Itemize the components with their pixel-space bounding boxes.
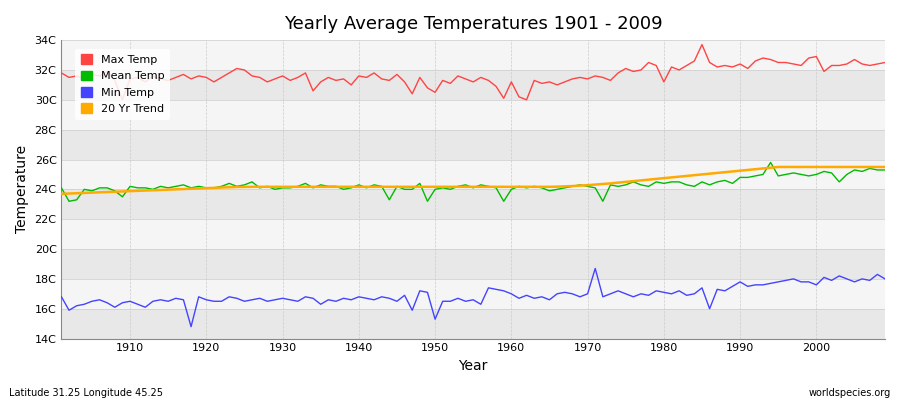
Y-axis label: Temperature: Temperature	[15, 145, 29, 234]
Title: Yearly Average Temperatures 1901 - 2009: Yearly Average Temperatures 1901 - 2009	[284, 15, 662, 33]
Bar	[61, 279, 885, 309]
Text: Latitude 31.25 Longitude 45.25: Latitude 31.25 Longitude 45.25	[9, 388, 163, 398]
Bar	[61, 130, 885, 160]
Bar	[61, 309, 885, 338]
Bar	[61, 160, 885, 189]
Bar	[61, 249, 885, 279]
Legend: Max Temp, Mean Temp, Min Temp, 20 Yr Trend: Max Temp, Mean Temp, Min Temp, 20 Yr Tre…	[76, 49, 170, 120]
Bar	[61, 40, 885, 70]
X-axis label: Year: Year	[458, 359, 488, 373]
Bar	[61, 100, 885, 130]
Bar	[61, 219, 885, 249]
Bar	[61, 70, 885, 100]
Text: worldspecies.org: worldspecies.org	[809, 388, 891, 398]
Bar	[61, 189, 885, 219]
